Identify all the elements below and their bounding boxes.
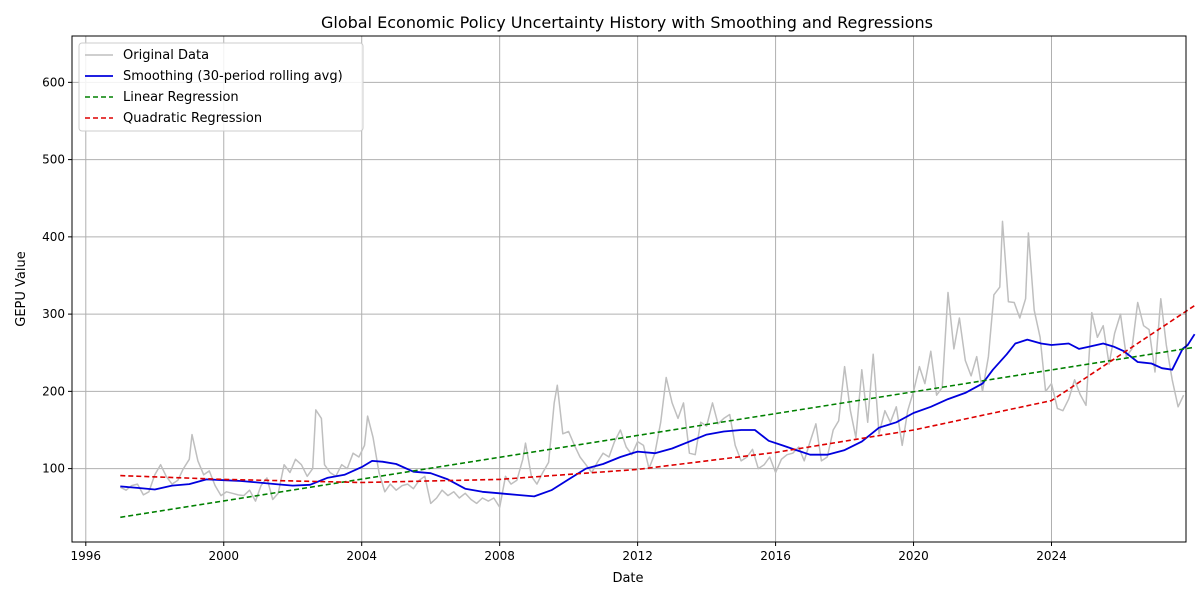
series-layer [119,220,1196,519]
x-tick-label: 2024 [1036,549,1067,563]
plot-frame [71,35,1187,543]
series-line-smoothing-30-period-rolling-avg [120,333,1196,498]
series-line-quadratic-regression [120,304,1196,484]
grid [72,36,1186,542]
y-tick-label: 200 [42,384,65,398]
series-line-linear-regression [120,346,1195,519]
y-axis-label: GEPU Value [14,251,29,326]
x-tick-label: 1996 [71,549,102,563]
x-tick-label: 2020 [898,549,929,563]
x-tick-label: 2012 [622,549,653,563]
x-axis-ticks: 1996 2000 2004 2008 2012 2016 2020 2024 [71,542,1067,563]
chart-title: Global Economic Policy Uncertainty Histo… [321,13,933,32]
y-tick-label: 300 [42,307,65,321]
series-line-original-data [119,220,1185,508]
y-tick-label: 500 [42,153,65,167]
legend-label: Smoothing (30-period rolling avg) [123,69,343,84]
legend-label: Linear Regression [123,90,239,105]
legend-box [78,42,364,132]
y-tick-label: 100 [42,462,65,476]
x-tick-label: 2008 [484,549,515,563]
y-axis-ticks: 100 200 300 400 500 600 [42,75,72,476]
legend-label: Original Data [123,48,209,63]
legend-label: Quadratic Regression [123,111,262,126]
y-tick-label: 600 [42,75,65,89]
x-tick-label: 2004 [346,549,377,563]
x-tick-label: 2000 [208,549,239,563]
x-tick-label: 2016 [760,549,791,563]
x-axis-label: Date [612,571,643,586]
legend: Original Data Smoothing (30-period rollin… [78,42,364,132]
y-tick-label: 400 [42,230,65,244]
